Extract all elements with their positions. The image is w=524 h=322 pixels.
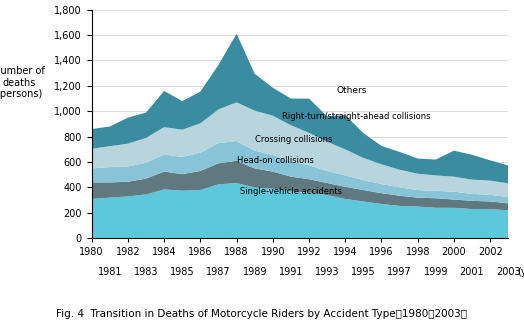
Text: 1981: 1981 <box>97 268 122 278</box>
Text: 1983: 1983 <box>134 268 158 278</box>
Text: (year): (year) <box>517 268 524 278</box>
Text: 2001: 2001 <box>460 268 484 278</box>
Text: Others: Others <box>336 86 367 95</box>
Text: 1987: 1987 <box>206 268 231 278</box>
Text: Crossing collisions: Crossing collisions <box>255 135 332 144</box>
Text: 2003: 2003 <box>496 268 520 278</box>
Text: 1995: 1995 <box>351 268 376 278</box>
Y-axis label: Number of
deaths
(persons): Number of deaths (persons) <box>0 66 45 99</box>
Text: 1999: 1999 <box>423 268 448 278</box>
Text: Fig. 4  Transition in Deaths of Motorcycle Riders by Accident Type（1980－2003）: Fig. 4 Transition in Deaths of Motorcycl… <box>57 309 467 319</box>
Text: 1997: 1997 <box>387 268 412 278</box>
Text: 1993: 1993 <box>315 268 340 278</box>
Text: Head-on collisions: Head-on collisions <box>237 156 313 165</box>
Text: Right-turn/straight-ahead collisions: Right-turn/straight-ahead collisions <box>282 112 430 121</box>
Text: 1989: 1989 <box>243 268 267 278</box>
Text: Single-vehicle accidents: Single-vehicle accidents <box>240 187 342 196</box>
Text: 1991: 1991 <box>279 268 303 278</box>
Text: 1985: 1985 <box>170 268 194 278</box>
